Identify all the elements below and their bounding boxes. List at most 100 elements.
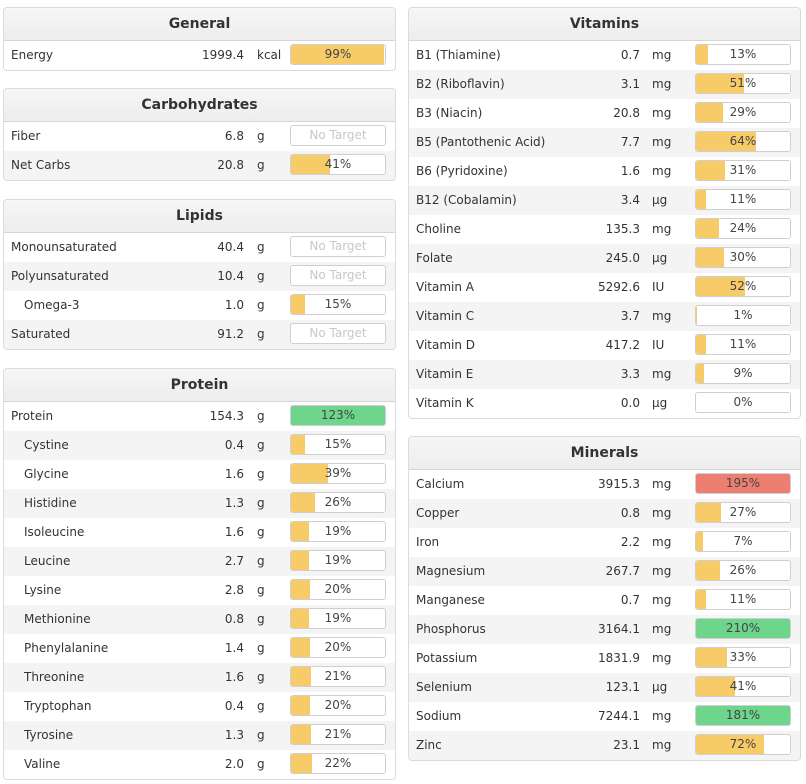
nutrient-unit: µg [652,396,668,410]
nutrient-row-potassium[interactable]: Potassium 1831.9 mg 33% [409,644,800,673]
nutrient-row-choline[interactable]: Choline 135.3 mg 24% [409,215,800,244]
nutrient-row-copper[interactable]: Copper 0.8 mg 27% [409,499,800,528]
progress-percent: 0% [733,395,753,409]
nutrient-row-histidine[interactable]: Histidine 1.3 g 26% [4,489,395,518]
nutrient-amount: 0.4 [224,438,244,452]
target-progress-bar: 51% [695,73,791,94]
nutrient-row-b5-pantothenic-acid[interactable]: B5 (Pantothenic Acid) 7.7 mg 64% [409,128,800,157]
nutrient-row-valine[interactable]: Valine 2.0 g 22% [4,750,395,779]
nutrient-row-manganese[interactable]: Manganese 0.7 mg 11% [409,586,800,615]
nutrient-row-monounsaturated[interactable]: Monounsaturated 40.4 g No Target [4,233,395,262]
nutrient-row-b12-cobalamin[interactable]: B12 (Cobalamin) 3.4 µg 11% [409,186,800,215]
nutrient-row-saturated[interactable]: Saturated 91.2 g No Target [4,320,395,349]
nutrient-row-leucine[interactable]: Leucine 2.7 g 19% [4,547,395,576]
target-progress-bar: 26% [290,492,386,513]
panel-vitamins: Vitamins B1 (Thiamine) 0.7 mg 13% B2 (Ribofla… [408,7,801,419]
nutrient-row-net-carbs[interactable]: Net Carbs 20.8 g 41% [4,151,395,180]
nutrient-name: Tyrosine [24,728,74,742]
nutrient-amount: 1.6 [224,467,244,481]
nutrient-row-threonine[interactable]: Threonine 1.6 g 21% [4,663,395,692]
nutrient-unit: IU [652,338,665,352]
nutrient-amount: 5292.6 [598,280,640,294]
nutrient-unit: mg [652,709,672,723]
target-progress-bar: 30% [695,247,791,268]
target-progress-bar: 11% [695,189,791,210]
target-progress-bar: 39% [290,463,386,484]
target-progress-bar: 52% [695,276,791,297]
nutrient-name: Lysine [24,583,62,597]
nutrient-row-folate[interactable]: Folate 245.0 µg 30% [409,244,800,273]
nutrient-row-selenium[interactable]: Selenium 123.1 µg 41% [409,673,800,702]
nutrient-amount: 135.3 [605,222,640,236]
nutrient-row-vitamin-d[interactable]: Vitamin D 417.2 IU 11% [409,331,800,360]
nutrient-name: Copper [416,506,460,520]
nutrient-row-magnesium[interactable]: Magnesium 267.7 mg 26% [409,557,800,586]
nutrient-row-omega-3[interactable]: Omega-3 1.0 g 15% [4,291,395,320]
nutrient-row-phenylalanine[interactable]: Phenylalanine 1.4 g 20% [4,634,395,663]
nutrient-amount: 91.2 [217,327,244,341]
nutrient-row-vitamin-c[interactable]: Vitamin C 3.7 mg 1% [409,302,800,331]
progress-fill [696,364,705,383]
nutrient-row-cystine[interactable]: Cystine 0.4 g 15% [4,431,395,460]
nutrient-row-b2-riboflavin[interactable]: B2 (Riboflavin) 3.1 mg 51% [409,70,800,99]
nutrient-row-fiber[interactable]: Fiber 6.8 g No Target [4,122,395,151]
nutrient-amount: 0.7 [620,593,640,607]
nutrient-name: Selenium [416,680,472,694]
nutrient-row-b6-pyridoxine[interactable]: B6 (Pyridoxine) 1.6 mg 31% [409,157,800,186]
nutrient-row-iron[interactable]: Iron 2.2 mg 7% [409,528,800,557]
target-progress-bar: 20% [290,579,386,600]
target-progress-bar: No Target [290,236,386,257]
nutrient-row-sodium[interactable]: Sodium 7244.1 mg 181% [409,702,800,731]
nutrient-row-tyrosine[interactable]: Tyrosine 1.3 g 21% [4,721,395,750]
nutrient-unit: g [257,554,265,568]
target-progress-bar: 22% [290,753,386,774]
nutrient-row-b1-thiamine[interactable]: B1 (Thiamine) 0.7 mg 13% [409,41,800,70]
nutrient-amount: 0.8 [224,612,244,626]
progress-fill [696,219,719,238]
progress-percent: 27% [729,505,757,519]
nutrient-row-vitamin-k[interactable]: Vitamin K 0.0 µg 0% [409,389,800,418]
nutrient-unit: g [257,641,265,655]
nutrient-unit: mg [652,48,672,62]
nutrient-name: Sodium [416,709,462,723]
nutrient-name: B12 (Cobalamin) [416,193,517,207]
progress-fill [696,306,697,325]
nutrient-row-vitamin-e[interactable]: Vitamin E 3.3 mg 9% [409,360,800,389]
progress-fill [291,725,311,744]
nutrient-row-protein[interactable]: Protein 154.3 g 123% [4,402,395,431]
target-progress-bar: 11% [695,334,791,355]
nutrient-row-glycine[interactable]: Glycine 1.6 g 39% [4,460,395,489]
nutrient-row-polyunsaturated[interactable]: Polyunsaturated 10.4 g No Target [4,262,395,291]
nutrient-name: Vitamin E [416,367,474,381]
nutrient-name: Methionine [24,612,91,626]
nutrient-unit: IU [652,280,665,294]
nutrient-row-lysine[interactable]: Lysine 2.8 g 20% [4,576,395,605]
nutrient-unit: g [257,269,265,283]
nutrient-row-calcium[interactable]: Calcium 3915.3 mg 195% [409,470,800,499]
progress-percent: 30% [729,250,757,264]
nutrient-name: Phenylalanine [24,641,109,655]
target-progress-bar: 21% [290,724,386,745]
progress-percent: No Target [309,239,367,253]
nutrient-row-vitamin-a[interactable]: Vitamin A 5292.6 IU 52% [409,273,800,302]
progress-percent: 41% [729,679,757,693]
nutrient-row-phosphorus[interactable]: Phosphorus 3164.1 mg 210% [409,615,800,644]
nutrient-row-isoleucine[interactable]: Isoleucine 1.6 g 19% [4,518,395,547]
progress-percent: 26% [324,495,352,509]
progress-fill [696,74,744,93]
nutrient-amount: 154.3 [209,409,244,423]
target-progress-bar: 210% [695,618,791,639]
nutrient-row-zinc[interactable]: Zinc 23.1 mg 72% [409,731,800,760]
progress-fill [696,532,703,551]
nutrient-row-b3-niacin[interactable]: B3 (Niacin) 20.8 mg 29% [409,99,800,128]
target-progress-bar: 24% [695,218,791,239]
nutrient-amount: 20.8 [217,158,244,172]
target-progress-bar: 19% [290,550,386,571]
nutrient-unit: mg [652,77,672,91]
nutrient-row-energy[interactable]: Energy 1999.4 kcal 99% [4,41,395,70]
nutrient-row-methionine[interactable]: Methionine 0.8 g 19% [4,605,395,634]
nutrient-row-tryptophan[interactable]: Tryptophan 0.4 g 20% [4,692,395,721]
progress-fill [696,590,707,609]
nutrient-unit: µg [652,680,668,694]
target-progress-bar: 64% [695,131,791,152]
